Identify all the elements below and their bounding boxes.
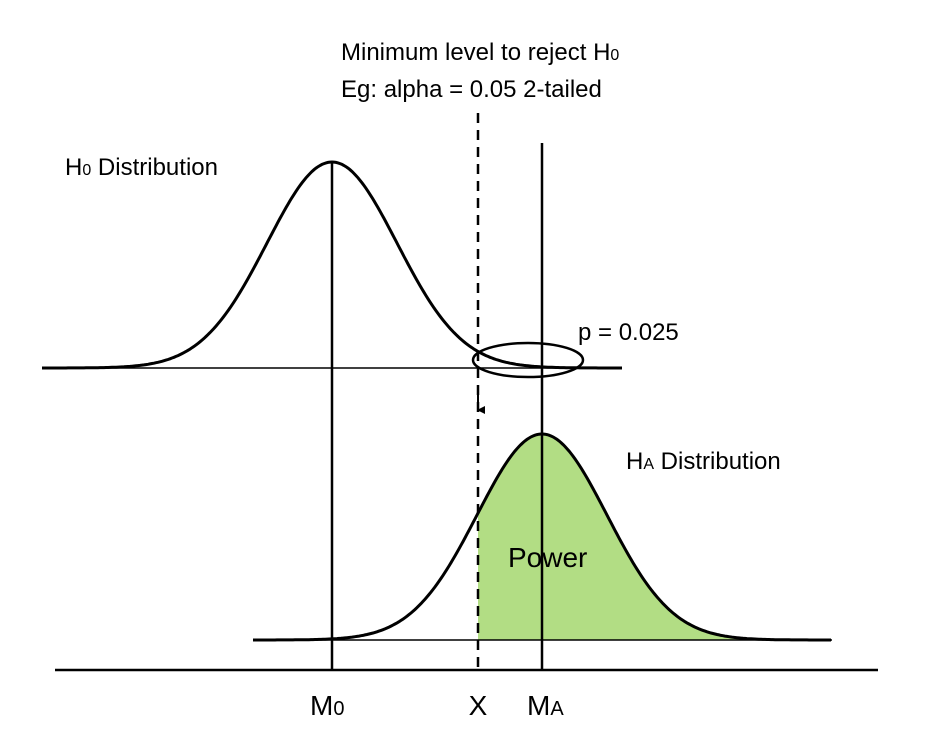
p-label: p = 0.025 [578, 319, 679, 346]
ha-label: HA Distribution [626, 448, 781, 475]
h0-rest: Distribution [91, 154, 218, 181]
h0-label: H0 Distribution [65, 154, 218, 181]
title-line1: Minimum level to reject H0 [341, 39, 619, 66]
h0-sub: 0 [82, 162, 91, 179]
power-label: Power [508, 542, 587, 573]
ma-label: MA [527, 690, 564, 721]
title-sub: 0 [610, 47, 619, 64]
p-ellipse [471, 341, 585, 379]
ha-sub: A [643, 456, 654, 473]
power-area [478, 434, 832, 640]
title-text: Minimum level to reject H [341, 39, 610, 66]
h0-main: H [65, 154, 82, 181]
title-line2: Eg: alpha = 0.05 2-tailed [341, 76, 602, 103]
m0-main: M [310, 690, 333, 721]
ma-main: M [527, 690, 550, 721]
m0-label: M0 [310, 690, 344, 721]
ha-rest: Distribution [654, 448, 781, 475]
ha-main: H [626, 448, 643, 475]
x-label: X [469, 690, 488, 721]
m0-sub: 0 [333, 698, 344, 720]
ma-sub: A [550, 698, 564, 720]
